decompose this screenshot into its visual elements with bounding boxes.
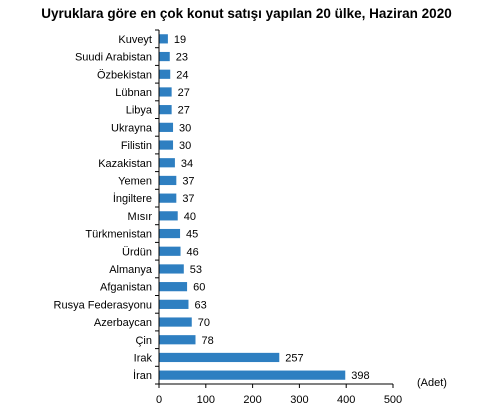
category-label: Filistin bbox=[121, 140, 152, 152]
category-label: Kuveyt bbox=[118, 34, 152, 46]
bar bbox=[159, 228, 181, 239]
data-label: 398 bbox=[351, 370, 369, 382]
x-tick-label: 200 bbox=[243, 394, 261, 406]
data-label: 27 bbox=[178, 105, 190, 117]
bar bbox=[159, 105, 172, 115]
category-label: Mısır bbox=[128, 211, 153, 223]
data-label: 46 bbox=[187, 246, 199, 258]
x-tick-label: 100 bbox=[197, 394, 215, 406]
bar bbox=[159, 370, 346, 380]
category-label: Ürdün bbox=[122, 246, 152, 258]
bars-layer: Kuveyt 19 Suudi Arabistan 23 Özbekistan 24 Lüb… bbox=[54, 34, 370, 382]
data-label: 19 bbox=[174, 34, 186, 46]
category-label: Türkmenistan bbox=[85, 229, 152, 241]
category-label: Afganistan bbox=[100, 282, 152, 294]
x-axis-label: (Adet) bbox=[417, 377, 447, 389]
data-label: 37 bbox=[182, 193, 194, 205]
data-label: 257 bbox=[285, 352, 303, 364]
data-label: 40 bbox=[184, 211, 196, 223]
bar bbox=[159, 264, 184, 274]
bar bbox=[159, 282, 188, 292]
data-label: 78 bbox=[202, 335, 214, 347]
category-label: Libya bbox=[126, 105, 153, 117]
bar bbox=[159, 246, 181, 256]
bar bbox=[159, 317, 192, 327]
x-tick-label: 400 bbox=[337, 394, 355, 406]
category-label: Lübnan bbox=[115, 87, 152, 99]
bar bbox=[159, 34, 168, 44]
bar bbox=[159, 87, 172, 97]
category-label: Suudi Arabistan bbox=[75, 52, 152, 64]
bar bbox=[159, 175, 177, 186]
data-label: 37 bbox=[182, 175, 194, 187]
category-label: Çin bbox=[135, 335, 152, 347]
category-label: Azerbaycan bbox=[94, 317, 152, 329]
category-label: Kazakistan bbox=[98, 158, 152, 170]
bar bbox=[159, 211, 178, 221]
data-label: 34 bbox=[181, 158, 193, 170]
x-tick-label: 500 bbox=[384, 394, 402, 406]
category-label: Özbekistan bbox=[97, 69, 152, 81]
category-label: Yemen bbox=[118, 175, 152, 187]
bar bbox=[159, 158, 175, 168]
data-label: 53 bbox=[190, 264, 202, 276]
bar bbox=[159, 352, 280, 363]
data-label: 60 bbox=[193, 282, 205, 294]
x-tick-label: 0 bbox=[156, 394, 162, 406]
bar bbox=[159, 299, 189, 309]
data-label: 45 bbox=[186, 229, 198, 241]
data-label: 23 bbox=[176, 52, 188, 64]
data-label: 30 bbox=[179, 140, 191, 152]
data-label: 27 bbox=[178, 87, 190, 99]
category-label: Almanya bbox=[109, 264, 153, 276]
bar bbox=[159, 335, 196, 345]
bar bbox=[159, 51, 170, 62]
data-label: 70 bbox=[198, 317, 210, 329]
category-label: Irak bbox=[134, 352, 153, 364]
chart-title: Uyruklara göre en çok konut satışı yapıl… bbox=[41, 6, 452, 21]
category-label: Rusya Federasyonu bbox=[54, 299, 152, 311]
x-tick-label: 300 bbox=[290, 394, 308, 406]
data-label: 63 bbox=[194, 299, 206, 311]
data-label: 30 bbox=[179, 122, 191, 134]
axis-layer: 0 100 200 300 400 500 bbox=[155, 29, 402, 406]
bar bbox=[159, 193, 177, 203]
category-label: İngiltere bbox=[113, 192, 152, 205]
category-label: İran bbox=[133, 369, 152, 382]
data-label: 24 bbox=[176, 69, 188, 81]
bar bbox=[159, 69, 171, 79]
category-label: Ukrayna bbox=[111, 122, 153, 134]
bar bbox=[159, 122, 174, 132]
bar bbox=[159, 140, 174, 150]
